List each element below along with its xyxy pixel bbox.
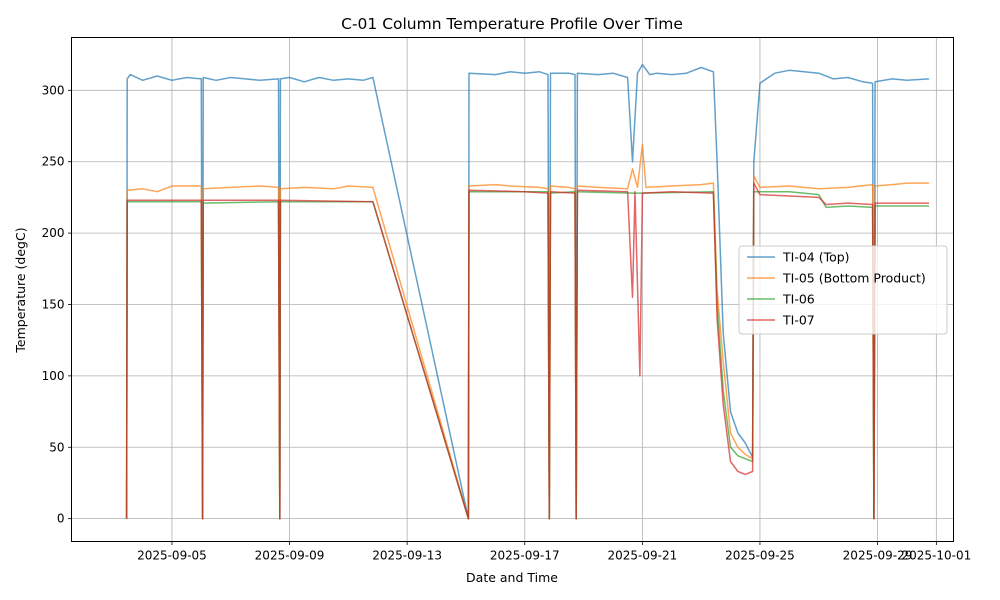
- legend: TI-04 (Top) TI-05 (Bottom Product) TI-06 TI…: [738, 245, 948, 335]
- legend-entry-label: TI-04 (Top): [782, 250, 850, 265]
- x-tick-label: 2025-09-25: [725, 549, 795, 563]
- x-tick-label: 2025-09-17: [490, 549, 560, 563]
- legend-entry-label: TI-06: [782, 292, 815, 307]
- x-tick-label: 2025-09-13: [372, 549, 442, 563]
- series-line-3: [125, 182, 929, 520]
- x-tick-label: 2025-09-21: [607, 549, 677, 563]
- x-axis-label: Date and Time: [466, 570, 558, 585]
- y-tick-label: 50: [49, 440, 64, 454]
- y-tick-label: 200: [42, 226, 65, 240]
- plot-frame: [71, 37, 954, 542]
- y-tick-label: 250: [42, 155, 65, 169]
- legend-box: [738, 245, 948, 335]
- y-tick-label: 0: [57, 512, 65, 526]
- x-tick-label: 2025-09-29: [843, 549, 913, 563]
- x-axis-ticks: 2025-09-05 2025-09-09 2025-09-13 2025-09-17…: [137, 541, 971, 563]
- chart-title: C-01 Column Temperature Profile Over Tim…: [341, 15, 683, 33]
- x-tick-label: 2025-09-05: [137, 549, 207, 563]
- y-axis-label: Temperature (degC): [13, 227, 28, 353]
- series-lines: [125, 63, 930, 520]
- legend-entry-label: TI-05 (Bottom Product): [782, 271, 926, 286]
- y-axis-ticks: 0 50 100 150 200 250 300: [42, 83, 72, 526]
- x-tick-label: 2025-09-09: [255, 549, 325, 563]
- y-tick-label: 150: [42, 297, 65, 311]
- x-tick-label: 2025-10-01: [901, 549, 971, 563]
- y-tick-label: 100: [42, 369, 65, 383]
- series-line-2: [125, 190, 929, 520]
- y-tick-label: 300: [42, 83, 65, 97]
- legend-entry-label: TI-07: [782, 313, 815, 328]
